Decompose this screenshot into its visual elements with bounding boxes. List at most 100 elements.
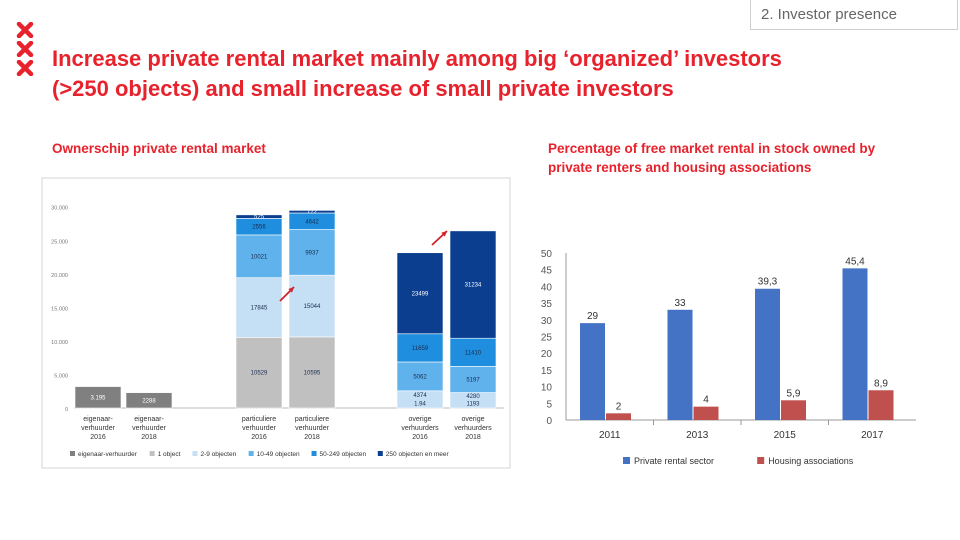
x-category-label: overige	[462, 416, 485, 423]
bar-value-label: 5197	[466, 377, 480, 383]
x-category-label: 2016	[412, 434, 428, 441]
bar-value-label: 33	[674, 298, 686, 309]
bar-segment	[288, 210, 336, 214]
legend-swatch	[70, 451, 75, 456]
title-line-1: Increase private rental market mainly am…	[52, 46, 782, 71]
y-tick-label: 5.000	[54, 373, 68, 379]
bar-value-label: 525	[254, 215, 265, 221]
y-tick-label: 15	[541, 366, 553, 377]
x-category-label: 2018	[465, 434, 481, 441]
x-category-label: eigenaar-	[134, 416, 164, 423]
bar-segment	[125, 392, 173, 409]
x-category-label: verhuurder	[81, 425, 116, 432]
bar	[580, 323, 605, 420]
bar-segment	[449, 337, 497, 367]
y-tick-label: 0	[546, 416, 552, 427]
x-category-label: verhuurder	[242, 425, 277, 432]
section-label: 2. Investor presence	[750, 0, 958, 30]
bar-segment	[288, 336, 336, 409]
y-tick-label: 20	[541, 349, 553, 360]
x-category-label: 2018	[304, 434, 320, 441]
bar	[755, 288, 780, 420]
bar-value-label: 8,9	[874, 378, 888, 389]
x-category-label: 2013	[686, 430, 709, 441]
bar-segment	[449, 366, 497, 393]
bar-value-label: 39,3	[758, 277, 778, 288]
bar-value-label: 23499	[412, 291, 429, 297]
legend-swatch	[623, 457, 630, 464]
bar-segment	[74, 386, 122, 409]
bar-value-label: 31234	[465, 283, 482, 289]
bar	[606, 413, 631, 420]
cross-icon	[16, 41, 34, 57]
y-tick-label: 15.000	[51, 306, 68, 312]
legend-label: 10-49 objecten	[257, 451, 300, 458]
x-category-label: verhuurder	[295, 425, 330, 432]
x-category-label: 2011	[599, 430, 621, 441]
trend-arrow-head	[441, 231, 447, 237]
bar	[693, 406, 719, 420]
page-title: Increase private rental market mainly am…	[52, 44, 932, 104]
bar-value-label: 4374	[413, 393, 427, 399]
bar-segment	[235, 337, 283, 409]
bar-value-label: 11659	[412, 346, 429, 352]
legend-label: Private rental sector	[634, 456, 714, 466]
bar-segment	[288, 229, 336, 276]
bar-value-label: 11410	[465, 350, 482, 356]
bar-value-label: 5,9	[787, 388, 801, 399]
y-tick-label: 25	[541, 333, 553, 344]
bar-segment	[235, 214, 283, 219]
y-tick-label: 10.000	[51, 340, 68, 346]
x-category-label: verhuurders	[401, 425, 439, 432]
x-category-label: particuliere	[295, 416, 329, 423]
bar	[868, 390, 894, 420]
bar-value-label: 10021	[251, 254, 268, 260]
trend-arrow-head	[288, 287, 294, 293]
bar-segment	[396, 252, 444, 335]
legend-label: 1 object	[158, 451, 181, 458]
title-line-2: (>250 objects) and small increase of sma…	[52, 76, 674, 101]
x-category-label: overige	[409, 416, 432, 423]
x-category-label: verhuurder	[132, 425, 167, 432]
x-category-label: eigenaar-	[83, 416, 113, 423]
y-tick-label: 50	[541, 249, 553, 260]
bar-value-label: 9937	[305, 250, 319, 256]
bar-value-label: 2	[616, 401, 622, 412]
bar-value-label: 3.195	[90, 395, 106, 401]
bar-value-label: 2556	[252, 225, 266, 231]
legend-swatch	[757, 457, 765, 464]
ownership-stacked-chart: 0 5.000 10.000 15.000 20.000 25.000 30.000 3.19…	[41, 177, 511, 469]
x-category-label: 2016	[90, 434, 106, 441]
bar-value-label: 17845	[251, 306, 268, 312]
legend-swatch	[149, 451, 155, 456]
bar-value-label: 4642	[305, 219, 319, 225]
right-chart-title-line-1: Percentage of free market rental in stoc…	[548, 141, 876, 156]
percentage-bar-chart: 0 5 10 15 20 25 30 35 40 45 50 29 2 2011 33 4 2013 39,3 5,…	[541, 249, 916, 466]
legend-label: 50-249 objecten	[320, 451, 367, 458]
legend-swatch	[311, 451, 317, 456]
bar	[842, 268, 868, 420]
x-category-label: verhuurders	[454, 425, 492, 432]
x-category-label: 2015	[774, 430, 797, 441]
bar-segment	[396, 333, 444, 363]
right-chart-title-line-2: private renters and housing associations	[548, 160, 812, 175]
x-category-label: 2016	[251, 434, 267, 441]
legend-label: 2-9 objecten	[200, 451, 236, 458]
y-tick-label: 20.000	[51, 273, 68, 279]
cross-icon	[16, 22, 34, 38]
bar-value-label: 772	[307, 210, 318, 216]
y-tick-label: 30.000	[51, 206, 68, 212]
bar	[667, 309, 693, 420]
left-chart-title: Ownerschip private rental market	[52, 141, 266, 156]
y-tick-label: 35	[541, 299, 553, 310]
bar-value-label: 15044	[304, 304, 321, 310]
bar-value-label: 1.94	[414, 401, 426, 407]
y-tick-label: 45	[541, 266, 553, 277]
bar-segment	[288, 274, 336, 338]
bar-value-label: 2288	[142, 398, 156, 404]
cross-icon	[16, 60, 34, 76]
bar-value-label: 10595	[304, 370, 321, 376]
logo-crosses	[16, 22, 38, 79]
legend-label: Housing associations	[768, 456, 854, 466]
legend-swatch	[192, 451, 198, 456]
